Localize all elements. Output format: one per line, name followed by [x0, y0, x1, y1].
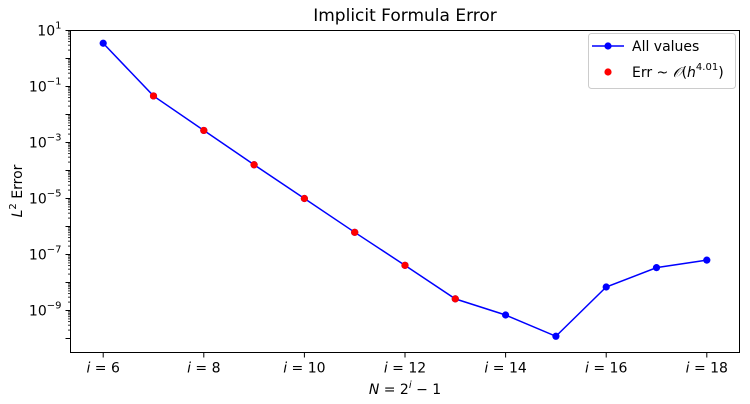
data-point-all-values	[703, 256, 711, 264]
y-tick-label: 10−7	[29, 245, 62, 264]
legend-red-dot-marker	[604, 68, 612, 76]
data-point-fit	[250, 161, 258, 169]
y-tick-label: 101	[37, 21, 61, 40]
y-tick-label: 10−5	[29, 189, 62, 208]
x-axis: i = 6 i = 8 i = 10 i = 12 i = 14 i = 16 i = 18	[86, 352, 728, 377]
legend-blue-dot-marker	[604, 42, 612, 50]
data-point-all-values	[99, 39, 107, 47]
data-point-fit	[149, 92, 158, 100]
series-layer	[99, 39, 711, 340]
x-tick-label: i = 18	[686, 361, 728, 377]
x-tick-label: i = 10	[283, 361, 325, 377]
y-axis-label: L2 Error	[8, 164, 26, 217]
y-axis: 101 10−1 10−3 10−5 10−7 10−9	[29, 21, 71, 339]
chart-title: Implicit Formula Error	[313, 6, 497, 26]
legend-err-fit: Err ~ 𝒪(h4.01)	[632, 62, 724, 81]
data-point-fit	[200, 126, 208, 135]
x-tick-label: i = 16	[585, 361, 627, 377]
y-tick-label: 10−3	[29, 133, 62, 152]
data-point-fit	[300, 194, 308, 203]
data-point-fit	[351, 228, 359, 236]
x-tick-label: i = 14	[484, 361, 526, 377]
legend: All values Err ~ 𝒪(h4.01)	[588, 33, 736, 89]
data-point-all-values	[502, 311, 510, 319]
data-point-fit	[401, 261, 409, 269]
data-point-all-values	[652, 264, 661, 272]
y-tick-label: 10−9	[29, 301, 62, 320]
x-tick-label: i = 6	[86, 361, 120, 377]
x-axis-label: N = 2i − 1	[369, 380, 441, 398]
data-point-all-values	[552, 332, 560, 340]
y-tick-label: 10−1	[29, 77, 62, 96]
data-point-fit	[451, 295, 459, 303]
data-point-all-values	[602, 283, 610, 291]
legend-box	[588, 33, 736, 89]
legend-all-values: All values	[632, 39, 699, 55]
x-tick-label: i = 12	[384, 361, 426, 377]
x-tick-label: i = 8	[187, 361, 220, 377]
